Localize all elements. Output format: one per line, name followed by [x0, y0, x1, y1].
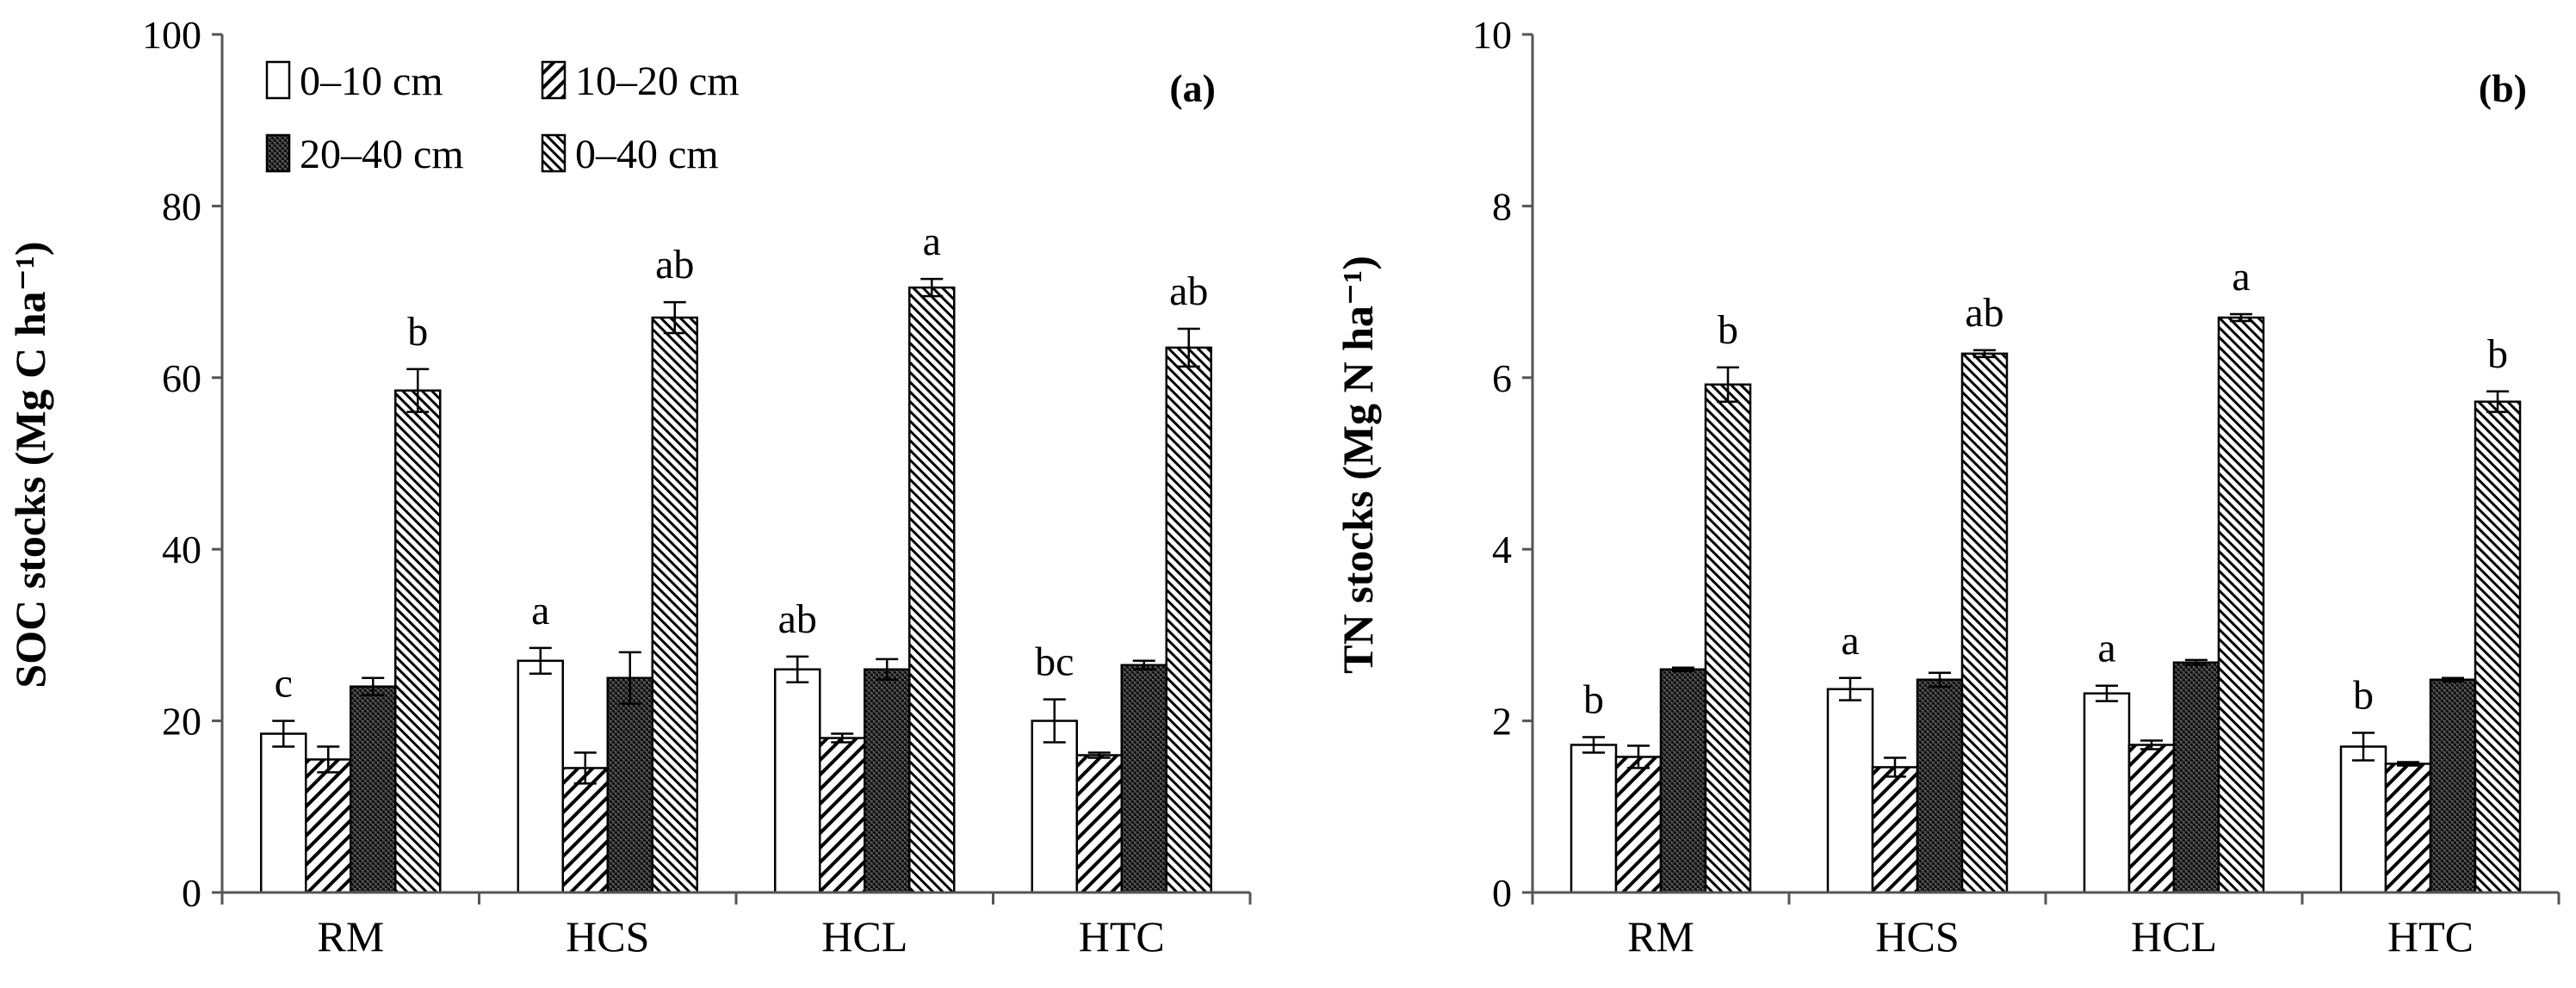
y-tick-label: 20: [162, 700, 201, 744]
significance-letters: c a ab bc b ab a ab: [275, 219, 1209, 706]
y-tick-label: 6: [1492, 356, 1512, 400]
bar-htc-0: [2339, 745, 2387, 894]
significance-letter: ab: [1169, 269, 1208, 314]
bar-rm-1: [305, 758, 352, 894]
legend-swatch-0-40: [541, 133, 567, 173]
panel-a: SOC stocks (Mg C ha⁻¹) (a) 020406080100 …: [6, 13, 1252, 960]
y-axis-label: SOC stocks (Mg C ha⁻¹): [6, 241, 54, 688]
y-tick-label: 10: [1472, 13, 1512, 57]
y-ticks: 0 20 40 60 80 100: [142, 13, 222, 915]
panel-label: (a): [1169, 66, 1216, 110]
significance-letter: a: [923, 219, 941, 264]
x-tick-label-rm: RM: [1627, 912, 1694, 960]
bar-hcs-0: [517, 659, 564, 894]
bar-rm-3: [1704, 383, 1752, 894]
x-tick-label-htc: HTC: [1079, 912, 1165, 960]
significance-letter: bc: [1035, 639, 1074, 685]
bar-rm-2: [1659, 668, 1707, 894]
legend-label-0-40: 0–40 cm: [575, 132, 719, 177]
bar-rm-3: [394, 389, 442, 894]
legend-swatch-10-20: [541, 60, 567, 100]
bar-hcs-3: [651, 316, 698, 894]
bar-hcs-2: [606, 676, 653, 894]
significance-letter: ab: [655, 242, 694, 287]
bar-htc-0: [1031, 719, 1078, 894]
axes: [220, 34, 1252, 905]
significance-letter: a: [531, 588, 549, 633]
y-tick-label: 80: [162, 184, 201, 228]
bar-hcl-3: [2217, 316, 2265, 894]
bar-hcs-0: [1826, 688, 1874, 894]
legend-swatch-0-10: [265, 60, 291, 100]
bar-hcl-2: [864, 668, 911, 894]
significance-letter: a: [2097, 626, 2115, 671]
y-tick-label: 0: [182, 871, 201, 915]
bar-htc-3: [1165, 346, 1212, 894]
bar-rm-2: [350, 685, 397, 894]
significance-letter: a: [1841, 618, 1859, 664]
y-tick-label: 8: [1492, 184, 1512, 228]
x-tick-labels: RM HCS HCL HTC: [1627, 912, 2474, 960]
significance-letter: a: [2232, 254, 2250, 299]
bar-hcl-0: [774, 668, 821, 894]
legend-label-0-10: 0–10 cm: [300, 59, 443, 104]
y-tick-label: 60: [162, 356, 201, 400]
y-tick-label: 4: [1492, 528, 1512, 571]
bar-hcl-2: [2172, 661, 2220, 894]
x-tick-labels: RM HCS HCL HTC: [317, 912, 1164, 960]
y-tick-label: 100: [142, 13, 201, 57]
bar-hcl-3: [908, 286, 956, 894]
legend-swatch-20-40: [265, 133, 291, 173]
significance-letter: ab: [1965, 290, 2003, 336]
bar-hcs-1: [1871, 766, 1919, 894]
bars: [1570, 312, 2522, 894]
significance-letter: b: [407, 309, 428, 355]
x-tick-label-hcs: HCS: [566, 912, 649, 960]
bar-hcs-1: [561, 767, 609, 894]
x-tick-label-hcs: HCS: [1875, 912, 1959, 960]
significance-letter: b: [2487, 331, 2508, 377]
significance-letter: b: [2353, 673, 2374, 719]
bars: [260, 277, 1212, 894]
significance-letter: b: [1718, 307, 1738, 353]
bar-htc-1: [2384, 763, 2432, 894]
bar-hcs-2: [1916, 678, 1964, 894]
bar-hcl-0: [2083, 692, 2131, 894]
bar-rm-0: [1570, 744, 1618, 894]
legend-label-10-20: 10–20 cm: [575, 59, 740, 104]
bar-htc-3: [2474, 400, 2522, 894]
bar-hcl-1: [819, 737, 866, 894]
significance-letter: b: [1583, 677, 1604, 723]
y-ticks: 0 2 4 6 8 10: [1472, 13, 1533, 915]
bar-htc-2: [1120, 664, 1167, 894]
bar-htc-1: [1075, 754, 1123, 894]
y-tick-label: 2: [1492, 700, 1512, 744]
bar-hcl-1: [2127, 744, 2176, 894]
x-tick-label-hcl: HCL: [821, 912, 907, 960]
bar-htc-2: [2429, 678, 2477, 894]
bar-hcs-3: [1960, 352, 2009, 894]
y-axis-label: TN stocks (Mg N ha⁻¹): [1334, 256, 1382, 674]
bar-rm-0: [260, 732, 307, 894]
x-tick-label-hcl: HCL: [2131, 912, 2217, 960]
x-tick-label-htc: HTC: [2387, 912, 2474, 960]
y-tick-label: 40: [162, 528, 201, 571]
bar-rm-1: [1614, 756, 1663, 894]
axes: [1531, 34, 2561, 905]
legend-label-20-40: 20–40 cm: [300, 132, 464, 177]
significance-letter: c: [275, 661, 293, 707]
significance-letter: ab: [778, 596, 817, 642]
legend: 0–10 cm 10–20 cm 20–40 cm 0–40 cm: [265, 59, 740, 177]
x-tick-label-rm: RM: [317, 912, 384, 960]
panel-label: (b): [2479, 66, 2527, 110]
y-tick-label: 0: [1492, 871, 1512, 915]
